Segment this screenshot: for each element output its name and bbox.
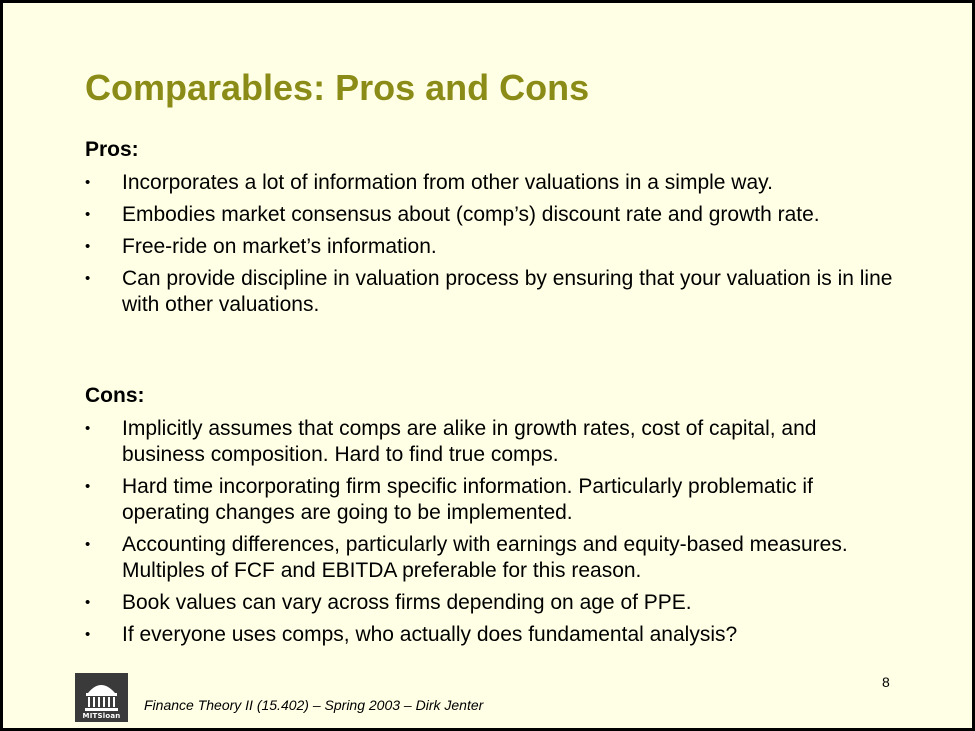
pros-item: • Can provide discipline in valuation pro… <box>85 266 905 318</box>
pros-item: • Embodies market consensus about (comp’s… <box>85 202 905 228</box>
bullet-icon: • <box>85 478 91 495</box>
bullet-icon: • <box>85 206 91 223</box>
pros-item: • Free-ride on market’s information. <box>85 234 905 260</box>
pros-item-text: Can provide discipline in valuation proc… <box>122 267 893 316</box>
logo-text: MITSloan <box>82 712 121 720</box>
cons-item: • Hard time incorporating firm specific i… <box>85 474 905 526</box>
bullet-icon: • <box>85 270 91 287</box>
cons-item: • Accounting differences, particularly wi… <box>85 532 905 584</box>
bullet-icon: • <box>85 174 91 191</box>
bullet-icon: • <box>85 626 91 643</box>
cons-item-text: Accounting differences, particularly wit… <box>122 533 848 582</box>
cons-list: • Implicitly assumes that comps are alike… <box>85 416 905 654</box>
bullet-icon: • <box>85 594 91 611</box>
pros-item-text: Embodies market consensus about (comp’s)… <box>122 203 820 226</box>
mit-sloan-logo: MITSloan <box>75 673 128 722</box>
cons-item-text: Book values can vary across firms depend… <box>122 591 692 614</box>
footer-text: Finance Theory II (15.402) – Spring 2003… <box>144 697 484 713</box>
mit-sloan-dome-logo-icon <box>85 685 118 711</box>
cons-item: • Book values can vary across firms depen… <box>85 590 905 616</box>
cons-item-text: Hard time incorporating firm specific in… <box>122 475 813 524</box>
pros-list: • Incorporates a lot of information from … <box>85 170 905 324</box>
bullet-icon: • <box>85 238 91 255</box>
pros-item-text: Free-ride on market’s information. <box>122 235 437 258</box>
cons-item-text: If everyone uses comps, who actually doe… <box>122 623 738 646</box>
pros-item: • Incorporates a lot of information from … <box>85 170 905 196</box>
cons-heading: Cons: <box>85 384 145 407</box>
bullet-icon: • <box>85 420 91 437</box>
cons-item: • If everyone uses comps, who actually do… <box>85 622 905 648</box>
cons-item-text: Implicitly assumes that comps are alike … <box>122 417 817 466</box>
bullet-icon: • <box>85 536 91 553</box>
pros-item-text: Incorporates a lot of information from o… <box>122 171 773 194</box>
page-number: 8 <box>882 674 890 690</box>
slide-title: Comparables: Pros and Cons <box>85 67 590 108</box>
pros-heading: Pros: <box>85 138 139 161</box>
cons-item: • Implicitly assumes that comps are alike… <box>85 416 905 468</box>
